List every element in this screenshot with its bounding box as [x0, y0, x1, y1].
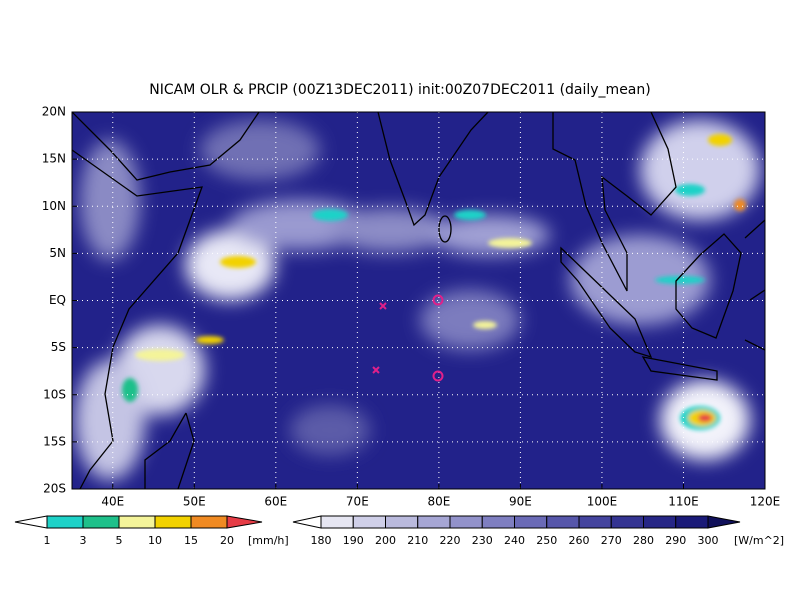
- colorbar-cell: [675, 515, 709, 529]
- colorbar-cell: [449, 515, 483, 529]
- map-title: NICAM OLR & PRCIP (00Z13DEC2011) init:00…: [149, 82, 650, 98]
- colorbar-units: [mm/h]: [248, 534, 289, 547]
- colorbar-label: 1: [44, 534, 51, 547]
- colorbar-label: 10: [148, 534, 162, 547]
- colorbar-cell: [118, 515, 156, 529]
- colorbar-label: 270: [601, 534, 622, 547]
- colorbar-cell: [578, 515, 612, 529]
- colorbar-cell: [320, 515, 354, 529]
- colorbar-label: 220: [440, 534, 461, 547]
- colorbar-cell: [385, 515, 419, 529]
- y-tick-label: 5N: [49, 246, 66, 260]
- colorbar-label: 20: [220, 534, 234, 547]
- colorbar-cell: [82, 515, 120, 529]
- markers: [372, 294, 444, 382]
- marker-circle: [432, 370, 444, 382]
- marker-x: [379, 302, 387, 310]
- colorbar-cell: [190, 515, 228, 529]
- y-tick-label: 10N: [42, 199, 66, 213]
- colorbar-cell: [352, 515, 386, 529]
- map-area: [72, 112, 765, 489]
- x-tick-label: 40E: [101, 495, 124, 509]
- x-tick-label: 70E: [346, 495, 369, 509]
- colorbar-cell: [46, 515, 84, 529]
- x-tick-label: 60E: [264, 495, 287, 509]
- colorbar-cell: [610, 515, 644, 529]
- x-tick-label: 100E: [587, 495, 618, 509]
- grid: [72, 112, 765, 489]
- marker-circle: [432, 294, 444, 306]
- y-tick-label: EQ: [49, 293, 66, 307]
- colorbar-cell: [514, 515, 548, 529]
- marker-x: [372, 366, 380, 374]
- colorbar-label: 3: [80, 534, 87, 547]
- colorbar-cell: [643, 515, 677, 529]
- colorbar-label: 5: [116, 534, 123, 547]
- colorbar-label: 200: [375, 534, 396, 547]
- y-tick-label: 20N: [42, 105, 66, 119]
- colorbar-label: 250: [536, 534, 557, 547]
- colorbar-under: [292, 515, 322, 529]
- colorbar-label: 240: [504, 534, 525, 547]
- colorbar-label: 15: [184, 534, 198, 547]
- x-tick-label: 80E: [427, 495, 450, 509]
- y-tick-label: 10S: [43, 387, 66, 401]
- y-tick-label: 15N: [42, 152, 66, 166]
- y-tick-label: 5S: [51, 340, 66, 354]
- colorbar-label: 190: [343, 534, 364, 547]
- colorbar-cell: [481, 515, 515, 529]
- colorbar-units: [W/m^2]: [734, 534, 784, 547]
- x-tick-label: 110E: [668, 495, 699, 509]
- colorbar-label: 300: [698, 534, 719, 547]
- colorbar-over: [226, 515, 263, 529]
- y-tick-label: 15S: [43, 434, 66, 448]
- coastlines: [72, 112, 765, 489]
- colorbar-cell: [546, 515, 580, 529]
- colorbar-over: [707, 515, 741, 529]
- y-tick-label: 20S: [43, 482, 66, 496]
- x-tick-label: 90E: [509, 495, 532, 509]
- colorbar-under: [14, 515, 48, 529]
- colorbar-label: 260: [569, 534, 590, 547]
- colorbar-label: 180: [311, 534, 332, 547]
- colorbar-label: 210: [407, 534, 428, 547]
- colorbar-cell: [154, 515, 192, 529]
- colorbar-cell: [417, 515, 451, 529]
- x-tick-label: 50E: [183, 495, 206, 509]
- colorbar-label: 290: [665, 534, 686, 547]
- x-tick-label: 120E: [750, 495, 781, 509]
- precip-field: [122, 134, 746, 430]
- colorbar-label: 230: [472, 534, 493, 547]
- colorbar-label: 280: [633, 534, 654, 547]
